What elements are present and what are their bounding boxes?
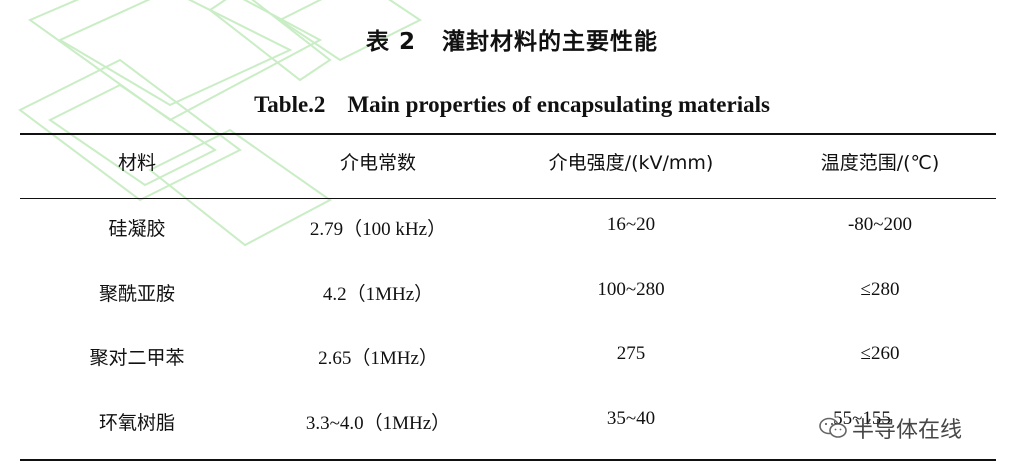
caption-en-title: Main properties of encapsulating materia… [347, 92, 770, 117]
cell-dielectric-constant: 3.3~4.0（1MHz） [305, 413, 451, 434]
cell-dielectric-constant: 4.2（1MHz） [322, 284, 434, 305]
table-top-rule [20, 133, 996, 135]
watermark-text: 半导体在线 [852, 418, 963, 443]
header-material: 材料 [117, 152, 157, 174]
header-temperature-range: 温度范围/(℃) [820, 152, 940, 174]
caption-cn-number: 表 2 [365, 29, 416, 55]
cell-dielectric-strength: 16~20 [606, 214, 656, 235]
table-caption-english: Table.2 Main properties of encapsulating … [0, 92, 1024, 118]
table-header-rule [20, 198, 996, 199]
cell-dielectric-strength: 100~280 [597, 279, 665, 300]
cell-dielectric-constant: 2.79（100 kHz） [309, 219, 447, 240]
cell-temperature-range: ≤280 [860, 279, 900, 300]
header-dielectric-strength: 介电强度/(kV/mm) [548, 152, 714, 174]
cell-dielectric-strength: 275 [616, 343, 646, 364]
cell-temperature-range: 55~155 [833, 408, 891, 429]
source-watermark: 半导体在线 [818, 412, 962, 444]
cell-dielectric-strength: 35~40 [606, 408, 656, 429]
caption-cn-title: 灌封材料的主要性能 [442, 29, 658, 55]
cell-material: 硅凝胶 [108, 218, 166, 240]
caption-en-number: Table.2 [254, 92, 326, 117]
cell-material: 聚对二甲苯 [89, 347, 185, 369]
header-dielectric-constant: 介电常数 [339, 152, 417, 174]
cell-dielectric-constant: 2.65（1MHz） [318, 348, 438, 369]
cell-temperature-range: -80~200 [847, 214, 913, 235]
cell-material: 环氧树脂 [98, 412, 176, 434]
cell-material: 聚酰亚胺 [98, 283, 176, 305]
cell-temperature-range: ≤260 [860, 343, 900, 364]
table-bottom-rule [20, 459, 996, 461]
table-caption-chinese: 表 2 灌封材料的主要性能 [0, 22, 1024, 56]
wechat-icon [819, 417, 847, 438]
